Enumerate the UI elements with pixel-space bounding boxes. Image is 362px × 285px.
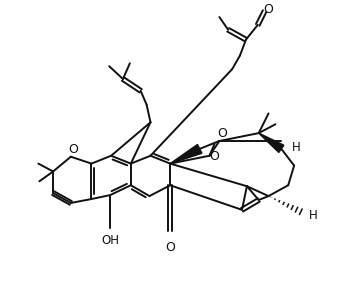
Polygon shape <box>259 133 284 152</box>
Text: H: H <box>292 141 300 154</box>
Text: H: H <box>308 209 317 222</box>
Text: OH: OH <box>101 234 119 247</box>
Text: O: O <box>217 127 227 140</box>
Polygon shape <box>170 144 202 164</box>
Text: O: O <box>165 241 175 254</box>
Text: O: O <box>210 150 219 163</box>
Text: O: O <box>68 143 78 156</box>
Text: O: O <box>264 3 273 16</box>
